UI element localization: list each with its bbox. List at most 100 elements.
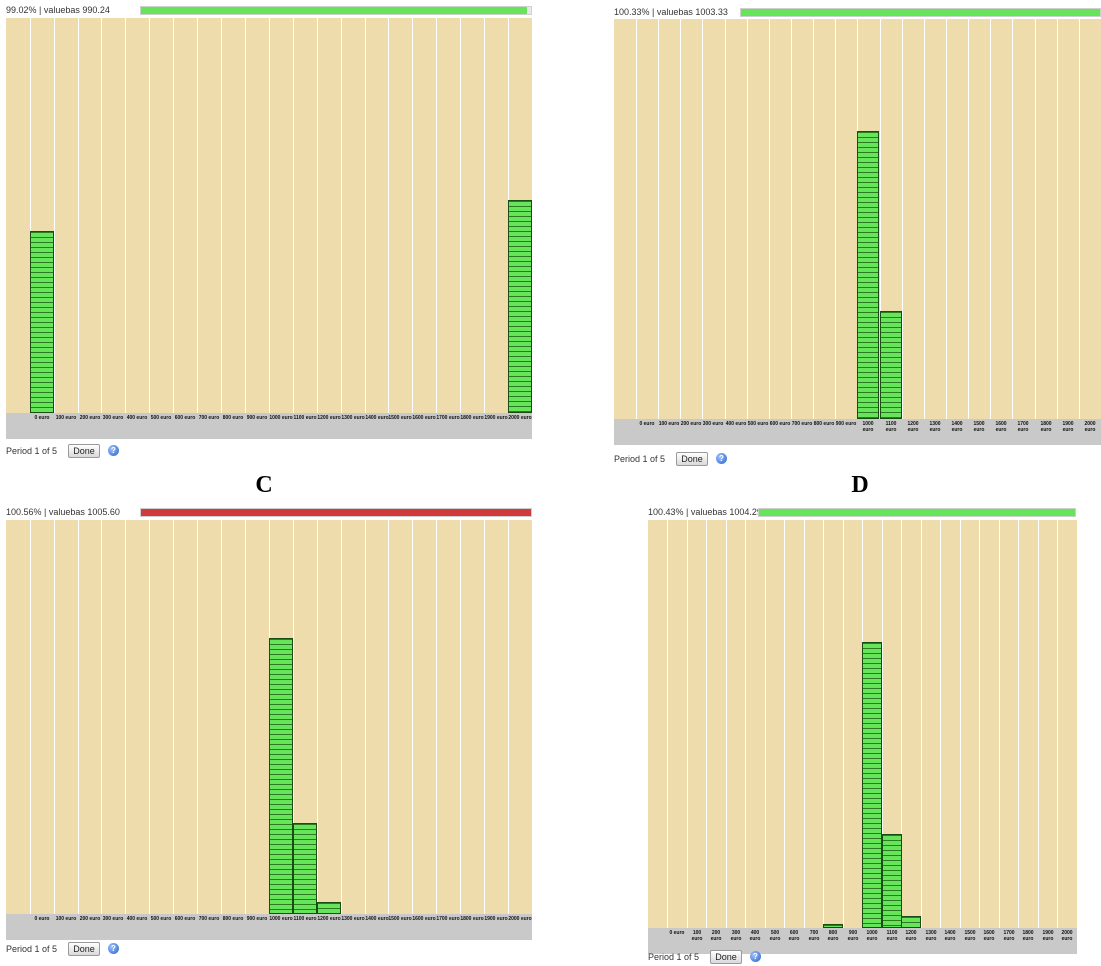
gridline (436, 520, 437, 914)
gridline (508, 520, 509, 914)
gridline (245, 18, 246, 413)
bar-1100-euro[interactable] (880, 311, 902, 419)
status-row: 100.56% | valuebas 1005.60 (6, 506, 532, 520)
gridline (946, 19, 947, 419)
help-icon[interactable]: ? (716, 453, 727, 464)
bar-1200-euro[interactable] (317, 902, 341, 914)
gridline (921, 520, 922, 928)
gridline (960, 520, 961, 928)
gridline (880, 19, 881, 419)
gridline (484, 520, 485, 914)
gridline (1035, 19, 1036, 419)
x-tick-label: 1800 euro (460, 415, 484, 421)
gridline (412, 18, 413, 413)
gridline (667, 520, 668, 928)
gridline (990, 19, 991, 419)
budget-progress-fill (741, 9, 1100, 16)
x-tick-label: 1000 euro (866, 930, 878, 942)
x-tick-label: 100 euro (55, 415, 77, 421)
period-footer: Period 1 of 5 Done? (648, 950, 848, 966)
x-tick-label: 900 euro (246, 916, 268, 922)
gridline (173, 520, 174, 914)
gridline (149, 520, 150, 914)
bar-1100-euro[interactable] (293, 823, 317, 914)
bar-1100-euro[interactable] (882, 834, 902, 928)
done-button[interactable]: Done (68, 942, 100, 956)
x-tick-label: 1400 euro (365, 916, 389, 922)
gridline (317, 18, 318, 413)
status-text: 100.56% | valuebas 1005.60 (6, 507, 120, 517)
gridline (54, 18, 55, 413)
x-tick-label: 100 euro (55, 916, 77, 922)
gridline (460, 18, 461, 413)
x-tick-label: 1600 euro (995, 421, 1007, 433)
gridline (197, 520, 198, 914)
x-tick-label: 1900 euro (484, 415, 508, 421)
x-tick-label: 800 euro (813, 421, 835, 427)
done-button[interactable]: Done (710, 950, 742, 964)
chart-panel-b: 100.33% | valuebas 1003.33 0 euro 100 euro… (614, 6, 1101, 468)
gridline (680, 19, 681, 419)
x-tick-label: 100 euro (691, 930, 703, 942)
period-footer: Period 1 of 5 Done? (6, 942, 206, 958)
bar-2000-euro[interactable] (508, 200, 532, 413)
help-icon[interactable]: ? (108, 943, 119, 954)
period-label: Period 1 of 5 (614, 454, 666, 464)
x-tick-label: 400 euro (126, 916, 148, 922)
x-tick-label: 700 euro (791, 421, 813, 427)
x-tick-label: 1200 euro (317, 916, 341, 922)
gridline (882, 520, 883, 928)
status-text: 100.33% | valuebas 1003.33 (614, 7, 728, 17)
x-tick-label: 200 euro (680, 421, 702, 427)
gridline (968, 19, 969, 419)
gridline (341, 520, 342, 914)
x-tick-label: 1000 euro (269, 415, 293, 421)
x-tick-label: 700 euro (198, 916, 220, 922)
x-tick-label: 1100 euro (886, 930, 898, 942)
gridline (835, 19, 836, 419)
gridline (902, 19, 903, 419)
gridline (1012, 19, 1013, 419)
gridline (1038, 520, 1039, 928)
gridline (78, 520, 79, 914)
x-tick-label: 1100 euro (293, 415, 317, 421)
x-tick-label: 2000 euro (1061, 930, 1073, 942)
gridline (747, 19, 748, 419)
gridline (813, 19, 814, 419)
x-tick-label: 2000 euro (508, 916, 532, 922)
status-row: 100.33% | valuebas 1003.33 (614, 6, 1101, 20)
histogram-plot[interactable] (6, 520, 532, 914)
done-button[interactable]: Done (676, 452, 708, 466)
histogram-plot[interactable] (6, 18, 532, 413)
help-icon[interactable]: ? (750, 951, 761, 962)
x-tick-label: 1300 euro (925, 930, 937, 942)
x-tick-label: 900 euro (847, 930, 859, 942)
period-label: Period 1 of 5 (648, 952, 700, 962)
x-tick-label: 1600 euro (412, 415, 436, 421)
gridline (269, 18, 270, 413)
x-tick-label: 500 euro (769, 930, 781, 942)
chart-panel-c: 100.56% | valuebas 1005.60 0 euro 100 euro… (6, 506, 532, 958)
period-label: Period 1 of 5 (6, 446, 58, 456)
gridline (101, 18, 102, 413)
x-tick-label: 400 euro (725, 421, 747, 427)
bar-1000-euro[interactable] (269, 638, 293, 914)
gridline (460, 520, 461, 914)
x-tick-label: 0 euro (639, 421, 655, 427)
x-tick-label: 1400 euro (951, 421, 963, 433)
histogram-plot[interactable] (614, 19, 1101, 419)
x-tick-label: 0 euro (34, 415, 50, 421)
bar-1200-euro[interactable] (901, 916, 921, 928)
bar-800-euro[interactable] (823, 924, 843, 928)
x-tick-label: 1800 euro (1040, 421, 1052, 433)
x-tick-label: 1500 euro (388, 916, 412, 922)
done-button[interactable]: Done (68, 444, 100, 458)
histogram-plot[interactable] (648, 520, 1077, 928)
bar-0-euro[interactable] (30, 231, 54, 413)
help-icon[interactable]: ? (108, 445, 119, 456)
bar-1000-euro[interactable] (862, 642, 882, 928)
period-label: Period 1 of 5 (6, 944, 58, 954)
x-tick-label: 1300 euro (341, 415, 365, 421)
bar-1000-euro[interactable] (857, 131, 879, 419)
x-tick-label: 2000 euro (1084, 421, 1096, 433)
